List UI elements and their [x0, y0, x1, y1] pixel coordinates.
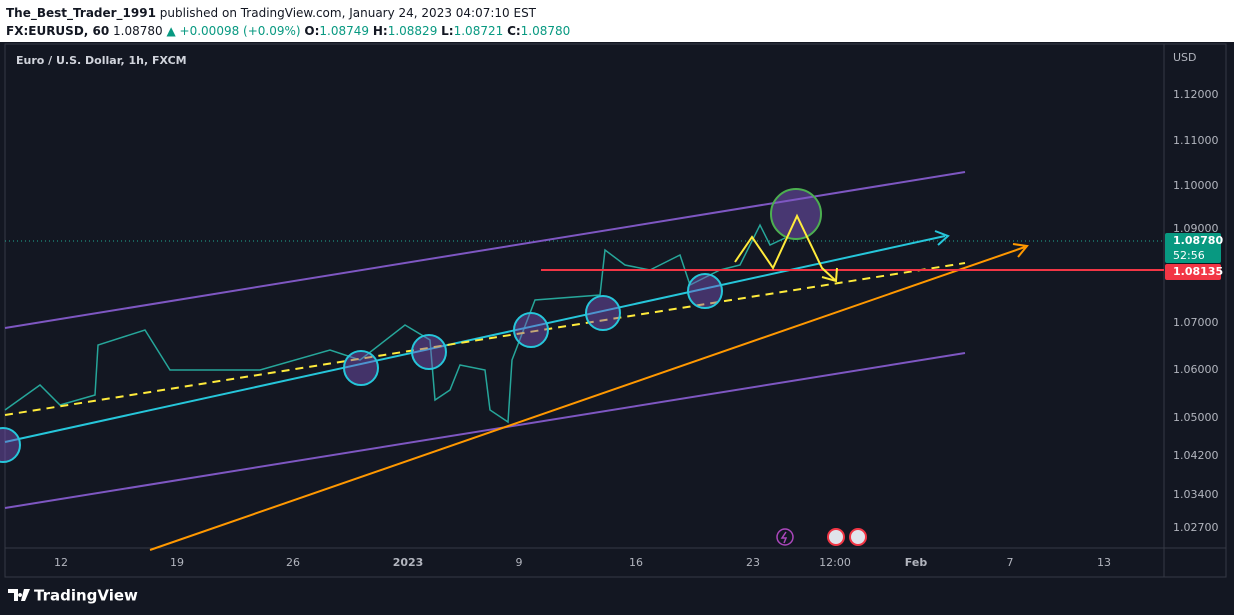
l-label: L:	[441, 24, 454, 38]
time-label: 26	[286, 556, 300, 569]
projection	[734, 213, 836, 281]
countdown: 52:56	[1173, 249, 1205, 262]
change: ▲ +0.00098 (+0.09%)	[166, 24, 301, 38]
level-tag	[1165, 264, 1221, 280]
target-circle	[770, 188, 822, 240]
last-price-tag	[1165, 233, 1221, 263]
last: 1.08780	[113, 24, 163, 38]
time-label: 19	[170, 556, 184, 569]
pane-border	[4, 43, 1227, 578]
channel-bottom	[4, 352, 966, 509]
c-label: C:	[507, 24, 521, 38]
logo	[8, 589, 30, 601]
arrow-head	[1012, 243, 1029, 258]
price-label: 1.02700	[1173, 521, 1219, 534]
time-label: 7	[1007, 556, 1014, 569]
h-label: H:	[372, 24, 388, 38]
brand: TradingView	[34, 587, 138, 605]
price-label: 1.03400	[1173, 488, 1219, 501]
l-value: 1.08721	[453, 24, 504, 38]
price-label: 1.06000	[1173, 363, 1219, 376]
time-label: 12	[54, 556, 68, 569]
arrow-head	[821, 267, 838, 283]
support-line	[149, 246, 1026, 551]
price-label: 1.07000	[1173, 316, 1219, 329]
symbol-line: FX:EURUSD, 60 1.08780 ▲ +0.00098 (+0.09%…	[6, 22, 570, 40]
time-label: 16	[629, 556, 643, 569]
published: published on TradingView.com, January 24…	[159, 6, 537, 20]
price-axis: 1.12000 1.11000 1.10000 1.09000 1.07000 …	[1173, 88, 1219, 534]
price-label: 1.09000	[1173, 222, 1219, 235]
event-flag[interactable]	[827, 528, 845, 546]
time-label: 12:00	[819, 556, 851, 569]
event-bolt	[780, 531, 788, 544]
time-label: 2023	[393, 556, 424, 569]
header: The_Best_Trader_1991 published on Tradin…	[6, 4, 570, 40]
time-label: 23	[746, 556, 760, 569]
currency: USD	[1173, 51, 1197, 64]
price-label: 1.05000	[1173, 411, 1219, 424]
author: The_Best_Trader_1991	[6, 6, 156, 20]
time-label: Feb	[905, 556, 928, 569]
c-value: 1.08780	[520, 24, 571, 38]
chart-bg	[0, 42, 1234, 615]
level-price: 1.08135	[1173, 265, 1223, 278]
time-label: 9	[516, 556, 523, 569]
chart-title: Euro / U.S. Dollar, 1h, FXCM	[16, 54, 187, 67]
price-label: 1.04200	[1173, 449, 1219, 462]
mid-line	[4, 262, 966, 416]
price-label: 1.10000	[1173, 179, 1219, 192]
h-value: 1.08829	[387, 24, 438, 38]
o-label: O:	[304, 24, 320, 38]
o-value: 1.08749	[319, 24, 370, 38]
time-axis: 12 19 26 2023 9 16 23 12:00 Feb 7 13	[54, 556, 1111, 569]
arrow-head	[934, 230, 950, 246]
symbol: FX:EURUSD, 60	[6, 24, 110, 38]
last-price: 1.08780	[1173, 234, 1223, 247]
publish-line: The_Best_Trader_1991 published on Tradin…	[6, 4, 570, 22]
price-label: 1.12000	[1173, 88, 1219, 101]
price-label: 1.11000	[1173, 134, 1219, 147]
event-icon[interactable]	[776, 528, 794, 546]
event-flag[interactable]	[849, 528, 867, 546]
touch-circles	[0, 273, 723, 463]
time-label: 13	[1097, 556, 1111, 569]
